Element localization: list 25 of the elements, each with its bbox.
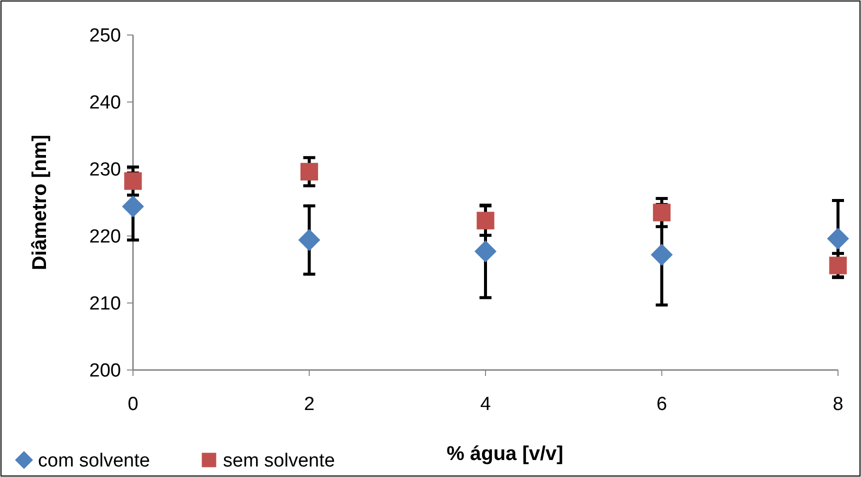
point: [652, 204, 671, 222]
x-tick-label: 4: [480, 394, 492, 415]
x-tick-label: 0: [128, 394, 138, 415]
point: [300, 162, 318, 180]
x-tick-label: 8: [832, 394, 844, 415]
point: [476, 212, 494, 230]
point: [124, 172, 142, 190]
y-tick-label: 210: [89, 294, 121, 315]
point: [827, 228, 849, 250]
point: [474, 240, 496, 262]
x-tick-label: 6: [656, 394, 668, 415]
y-tick-label: 240: [89, 92, 121, 114]
y-tick-label: 250: [89, 26, 121, 47]
point: [298, 229, 320, 252]
point: [650, 244, 673, 266]
y-axis-title: Diâmetro [nm]: [29, 134, 51, 270]
legend-label: sem solvente: [223, 450, 335, 472]
point: [829, 256, 847, 274]
legend-label: com solvente: [38, 450, 150, 472]
y-tick-label: 220: [89, 226, 121, 248]
y-tick-label: 200: [89, 360, 121, 382]
y-tick-label: 230: [89, 160, 121, 181]
point: [122, 196, 144, 218]
x-tick-label: 2: [304, 394, 315, 415]
x-axis-title: % água [v/v]: [446, 443, 564, 465]
